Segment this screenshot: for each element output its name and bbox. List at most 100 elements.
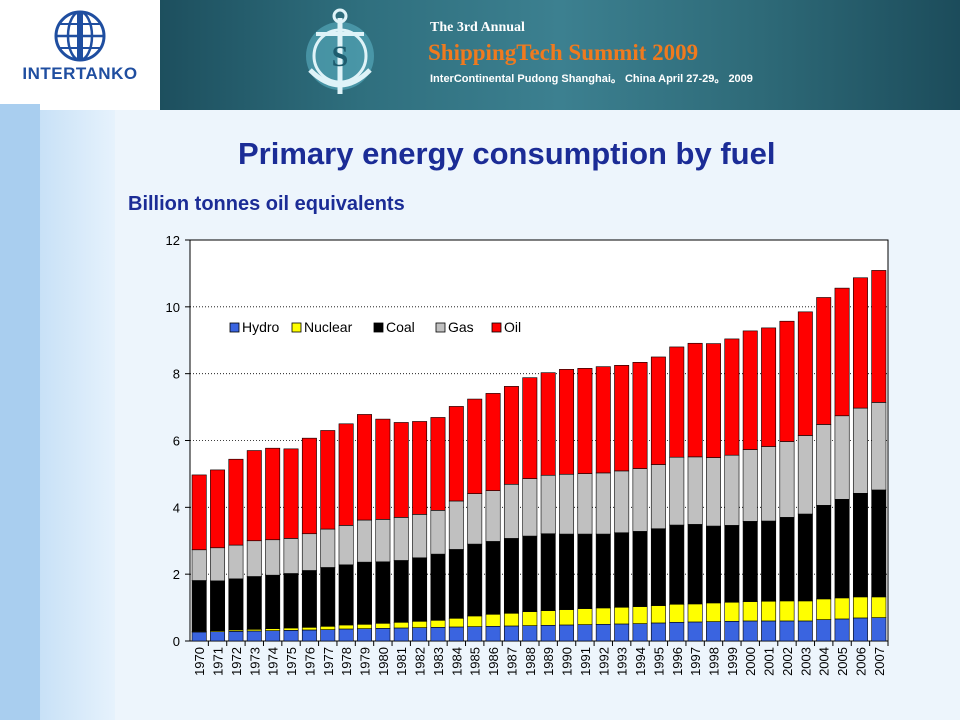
x-tick-label: 2003 [798, 647, 813, 676]
bar-nuclear-1994 [632, 606, 648, 624]
energy-consumption-chart: 0 2 4 6 8 10 12 1970 1971 1972 1973 1974 1975 1976 197… [166, 233, 889, 676]
bar-gas-1982 [412, 514, 428, 559]
bar-oil-1986 [485, 393, 501, 491]
bar-oil-1996 [669, 346, 685, 458]
y-tick-label: 6 [173, 434, 180, 449]
bar-gas-1981 [393, 517, 409, 561]
banner-edition-text: The 3rd Annual [430, 20, 525, 35]
bar-coal-1986 [485, 541, 501, 615]
bar-oil-2003 [797, 311, 813, 436]
bar-gas-1978 [338, 525, 354, 566]
y-tick-label: 4 [173, 500, 180, 515]
anchor-emblem-icon: S [306, 8, 374, 94]
bar-oil-1990 [559, 369, 575, 475]
legend-swatch-coal [373, 322, 384, 333]
bar-gas-1990 [559, 473, 575, 535]
bar-nuclear-1979 [357, 623, 372, 629]
bar-hydro-1973 [246, 630, 262, 642]
x-tick-label: 1976 [302, 647, 317, 676]
bar-hydro-2002 [779, 620, 795, 642]
bar-hydro-1976 [301, 629, 317, 642]
bar-coal-1977 [320, 567, 336, 627]
bar-coal-1983 [430, 553, 446, 621]
legend-label-hydro: Hydro [242, 319, 280, 335]
bar-gas-1991 [577, 473, 593, 535]
bar-gas-1980 [375, 519, 391, 563]
bar-gas-1970 [191, 549, 207, 581]
x-tick-label: 1988 [523, 647, 538, 676]
bar-hydro-1993 [614, 623, 630, 642]
bar-nuclear-1991 [577, 608, 593, 625]
bar-coal-1974 [265, 574, 281, 629]
bar-hydro-1974 [265, 630, 281, 642]
bar-coal-1996 [669, 524, 685, 605]
bar-coal-2003 [797, 513, 813, 602]
bar-hydro-1972 [228, 631, 244, 642]
bar-coal-1997 [687, 524, 703, 605]
bar-gas-2005 [834, 415, 850, 500]
bar-coal-1979 [357, 561, 372, 625]
bar-oil-1987 [503, 386, 519, 485]
x-tick-label: 1987 [504, 647, 519, 676]
left-decorative-stripe [0, 104, 40, 720]
bar-coal-1995 [650, 528, 666, 606]
x-tick-label: 1982 [413, 647, 428, 676]
bar-coal-1985 [467, 543, 483, 617]
bar-nuclear-1983 [430, 619, 446, 628]
bar-oil-2007 [871, 270, 887, 403]
x-tick-label: 1981 [394, 647, 409, 676]
bar-gas-1984 [448, 500, 464, 550]
bar-nuclear-2004 [816, 598, 832, 620]
bar-nuclear-1993 [614, 606, 630, 625]
bar-nuclear-1998 [706, 602, 721, 622]
bar-hydro-1977 [320, 629, 336, 642]
bar-hydro-1987 [503, 625, 519, 642]
x-tick-label: 2001 [762, 647, 777, 676]
x-tick-label: 1972 [229, 647, 244, 676]
x-tick-label: 2005 [835, 647, 850, 676]
bar-hydro-1986 [485, 625, 501, 642]
bar-hydro-1994 [632, 623, 648, 642]
bar-hydro-2000 [742, 620, 758, 642]
bar-coal-1992 [595, 533, 611, 609]
bar-oil-1981 [393, 422, 409, 518]
bar-coal-1976 [301, 570, 317, 628]
bar-nuclear-1992 [595, 607, 611, 625]
y-tick-label: 2 [173, 567, 180, 582]
bar-hydro-1970 [191, 631, 207, 642]
bar-coal-2000 [742, 521, 758, 602]
bar-coal-1988 [522, 535, 538, 612]
bar-hydro-1991 [577, 624, 593, 642]
bar-coal-1973 [246, 576, 262, 630]
bar-coal-1981 [393, 560, 409, 623]
intertanko-globe-icon [54, 10, 106, 62]
x-tick-label: 1986 [486, 647, 501, 676]
bar-gas-2002 [779, 441, 795, 518]
x-tick-label: 2000 [743, 647, 758, 676]
slide-title: Primary energy consumption by fuel [238, 136, 776, 171]
bar-gas-1985 [467, 493, 483, 545]
bar-coal-1987 [503, 538, 519, 614]
x-tick-label: 1980 [376, 647, 391, 676]
x-tick-label: 1974 [266, 647, 281, 676]
bar-nuclear-1996 [669, 603, 685, 623]
bar-hydro-1995 [650, 622, 666, 642]
legend-swatch-gas [435, 322, 446, 333]
bar-nuclear-1986 [485, 613, 501, 627]
bar-nuclear-2005 [834, 597, 850, 620]
bar-coal-1970 [191, 580, 207, 632]
bar-hydro-1996 [669, 621, 685, 642]
bar-hydro-1984 [448, 626, 464, 642]
bar-hydro-1999 [724, 620, 740, 642]
x-tick-label: 1998 [707, 647, 722, 676]
x-tick-label: 1996 [670, 647, 685, 676]
y-tick-label: 12 [166, 233, 180, 248]
logo-panel: INTERTANKO [0, 0, 160, 104]
intertanko-logo-text: INTERTANKO [22, 64, 138, 83]
bar-gas-1979 [357, 519, 372, 563]
x-tick-label: 1971 [211, 647, 226, 676]
bar-nuclear-1987 [503, 612, 519, 627]
bar-gas-1997 [687, 456, 703, 525]
bar-oil-1995 [650, 356, 666, 465]
x-tick-label: 1995 [651, 647, 666, 676]
